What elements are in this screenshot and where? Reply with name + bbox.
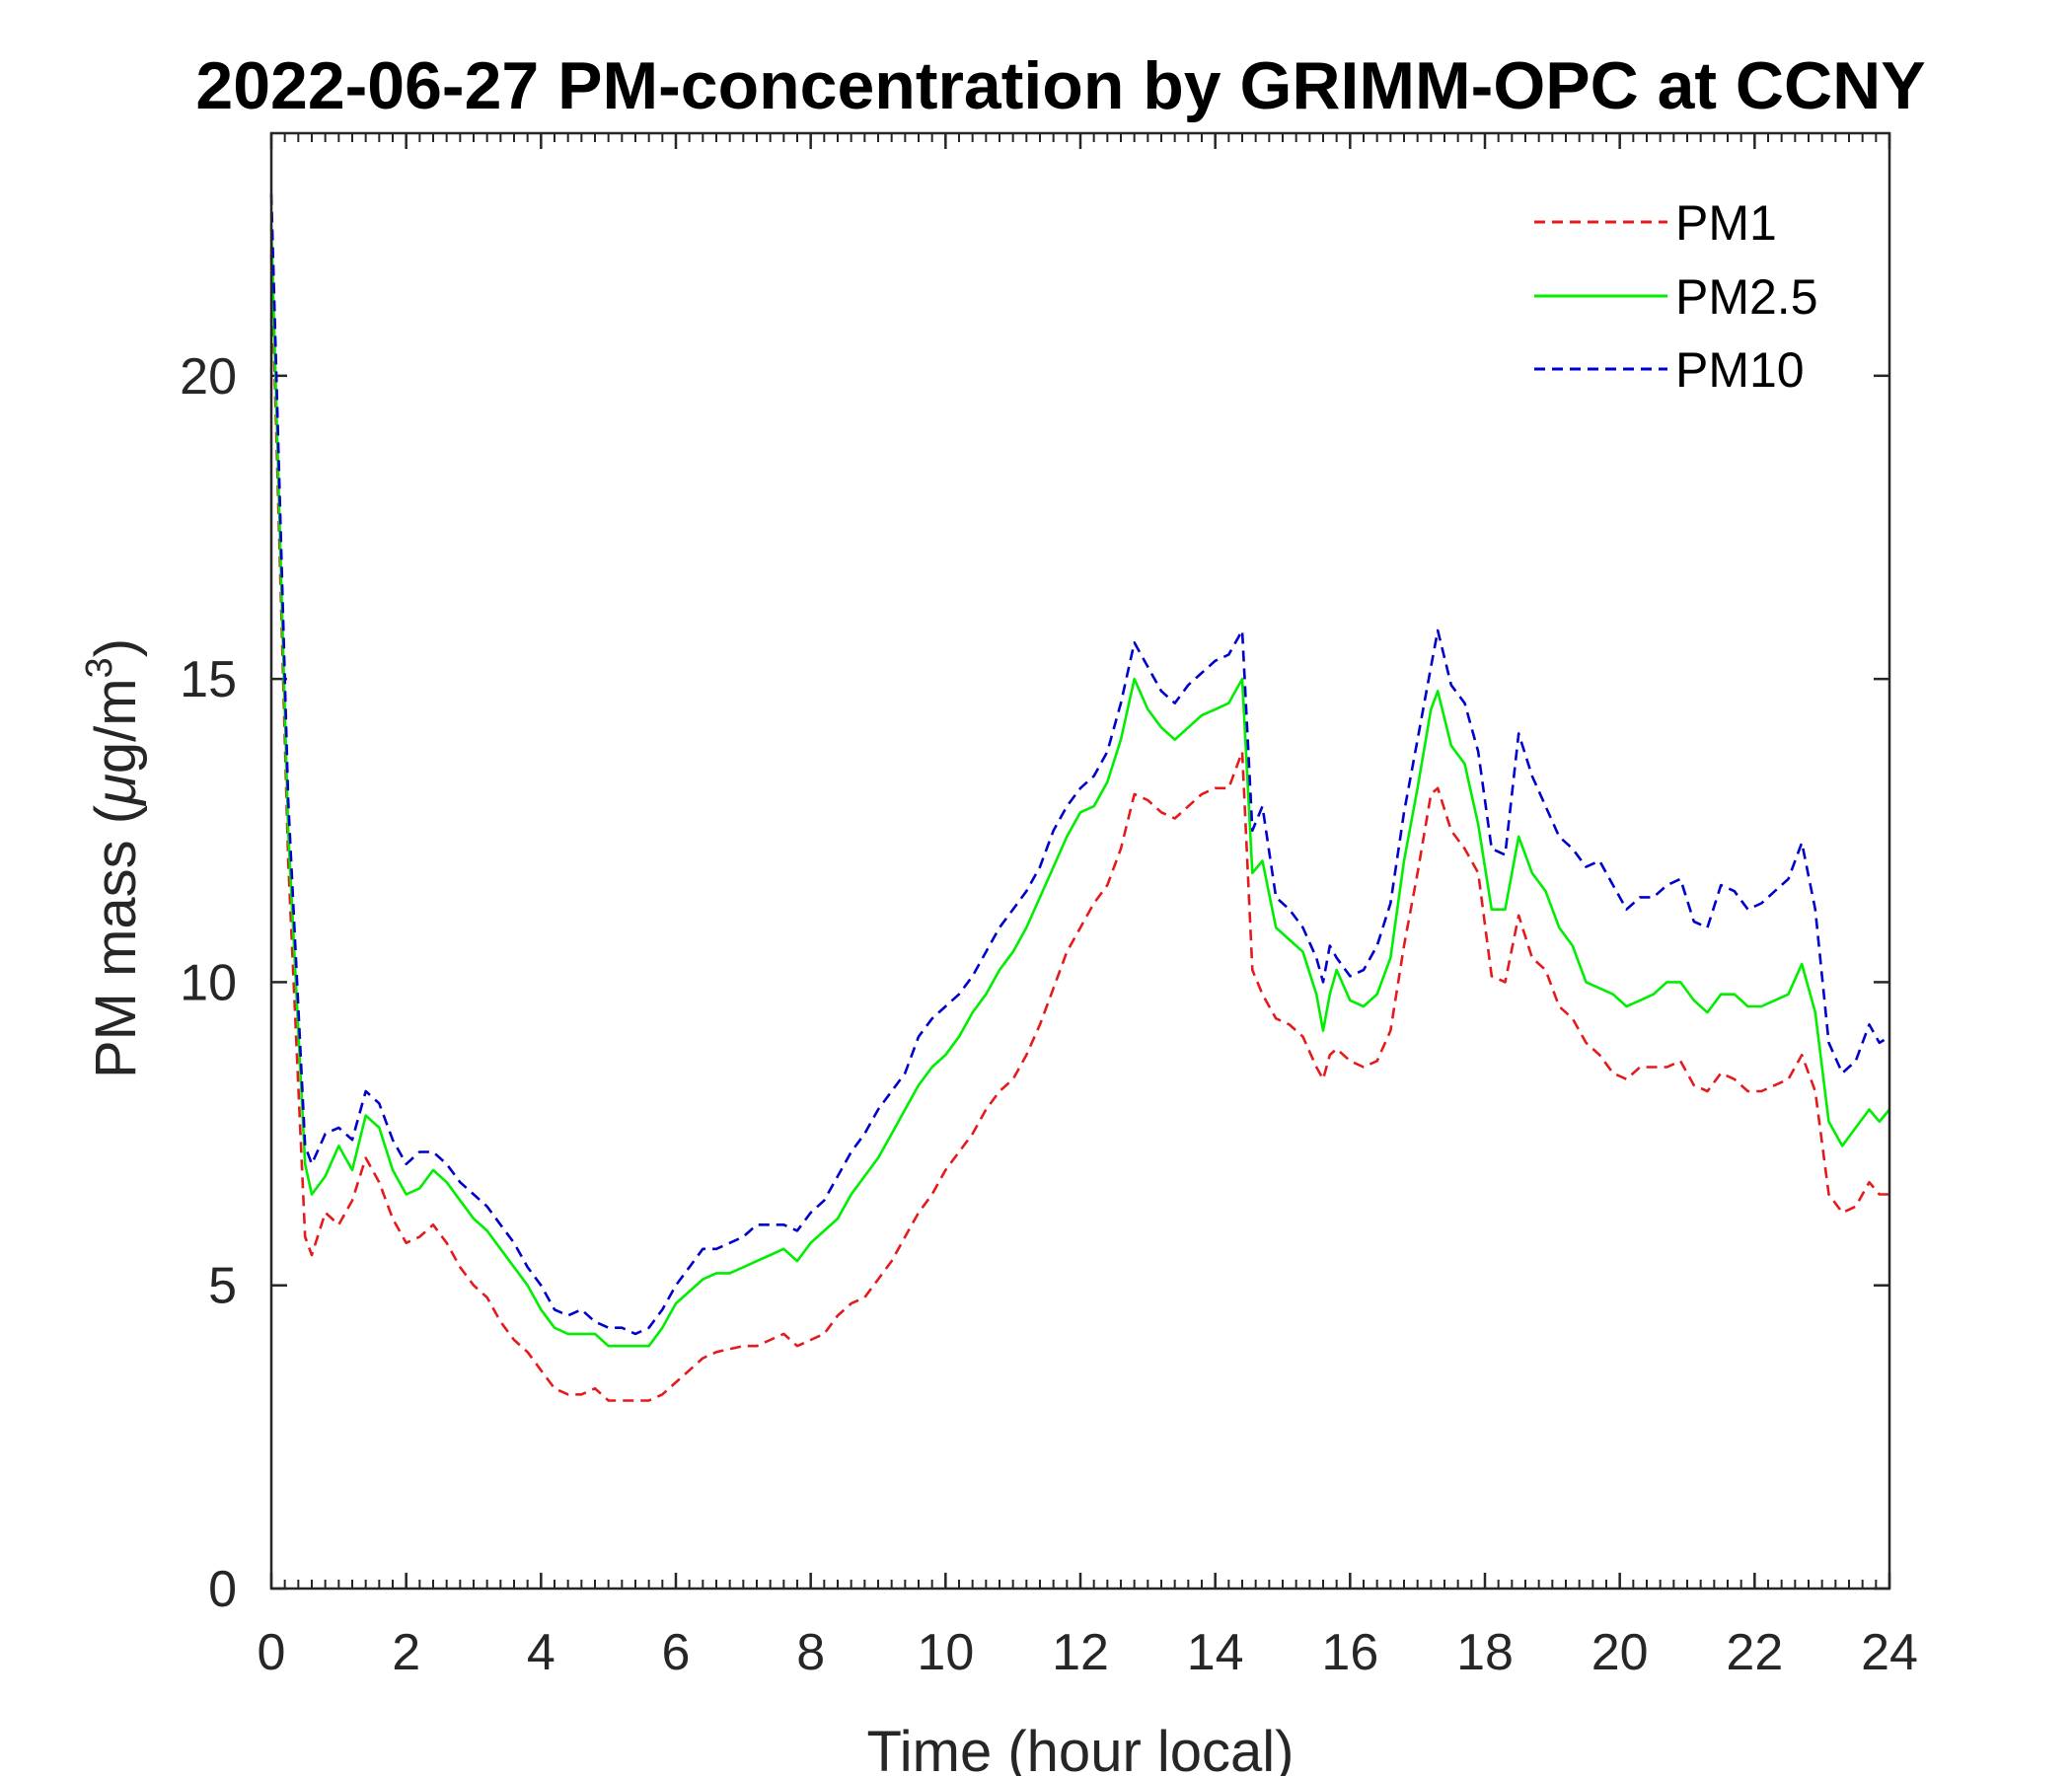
series-line-pm1 (269, 254, 1889, 1402)
x-tick-label: 12 (1052, 1624, 1109, 1681)
legend-label-pm10: PM10 (1675, 342, 1805, 398)
x-axis-label: Time (hour local) (867, 1720, 1295, 1776)
y-tick-label: 20 (180, 348, 237, 406)
series-line-pm2-5 (269, 224, 1891, 1348)
y-axis-label-close: ) (84, 638, 148, 657)
x-tick-label: 24 (1861, 1624, 1918, 1681)
x-tick-label: 0 (258, 1624, 286, 1681)
plot-area-frame (269, 131, 1891, 1591)
y-axis-label-text: PM mass ( (84, 805, 148, 1078)
y-tick-label: 15 (180, 651, 237, 708)
x-tick-label: 16 (1321, 1624, 1378, 1681)
x-tick-label: 18 (1456, 1624, 1514, 1681)
x-tick-label: 22 (1726, 1624, 1783, 1681)
legend: PM1 PM2.5 PM10 (1534, 195, 1818, 398)
y-tick-labels: 0 5 10 15 20 (180, 348, 237, 1618)
y-tick-label: 10 (180, 954, 237, 1011)
legend-label-pm1: PM1 (1675, 195, 1777, 251)
y-tick-label: 5 (208, 1258, 237, 1315)
y-axis-label-unit: g/m (84, 678, 148, 774)
y-axis-label-superscript: 3 (79, 657, 120, 678)
series-line-pm10 (269, 193, 1890, 1336)
x-tick-label: 8 (796, 1624, 825, 1681)
x-tick-label: 14 (1187, 1624, 1244, 1681)
chart-title: 2022-06-27 PM-concentration by GRIMM-OPC… (195, 48, 1925, 123)
y-axis-label: PM mass (μg/m3) (79, 638, 148, 1078)
x-tick-labels: 0 2 4 6 8 10 12 14 16 18 20 22 24 (258, 1624, 1918, 1681)
y-tick-label: 0 (208, 1561, 237, 1618)
y-axis-label-mu: μ (84, 774, 148, 807)
legend-label-pm2-5: PM2.5 (1675, 269, 1818, 325)
x-tick-label: 20 (1591, 1624, 1649, 1681)
x-tick-label: 4 (527, 1624, 555, 1681)
x-tick-label: 6 (662, 1624, 691, 1681)
x-tick-label: 2 (392, 1624, 420, 1681)
series-layer (269, 193, 1891, 1402)
x-tick-label: 10 (917, 1624, 974, 1681)
